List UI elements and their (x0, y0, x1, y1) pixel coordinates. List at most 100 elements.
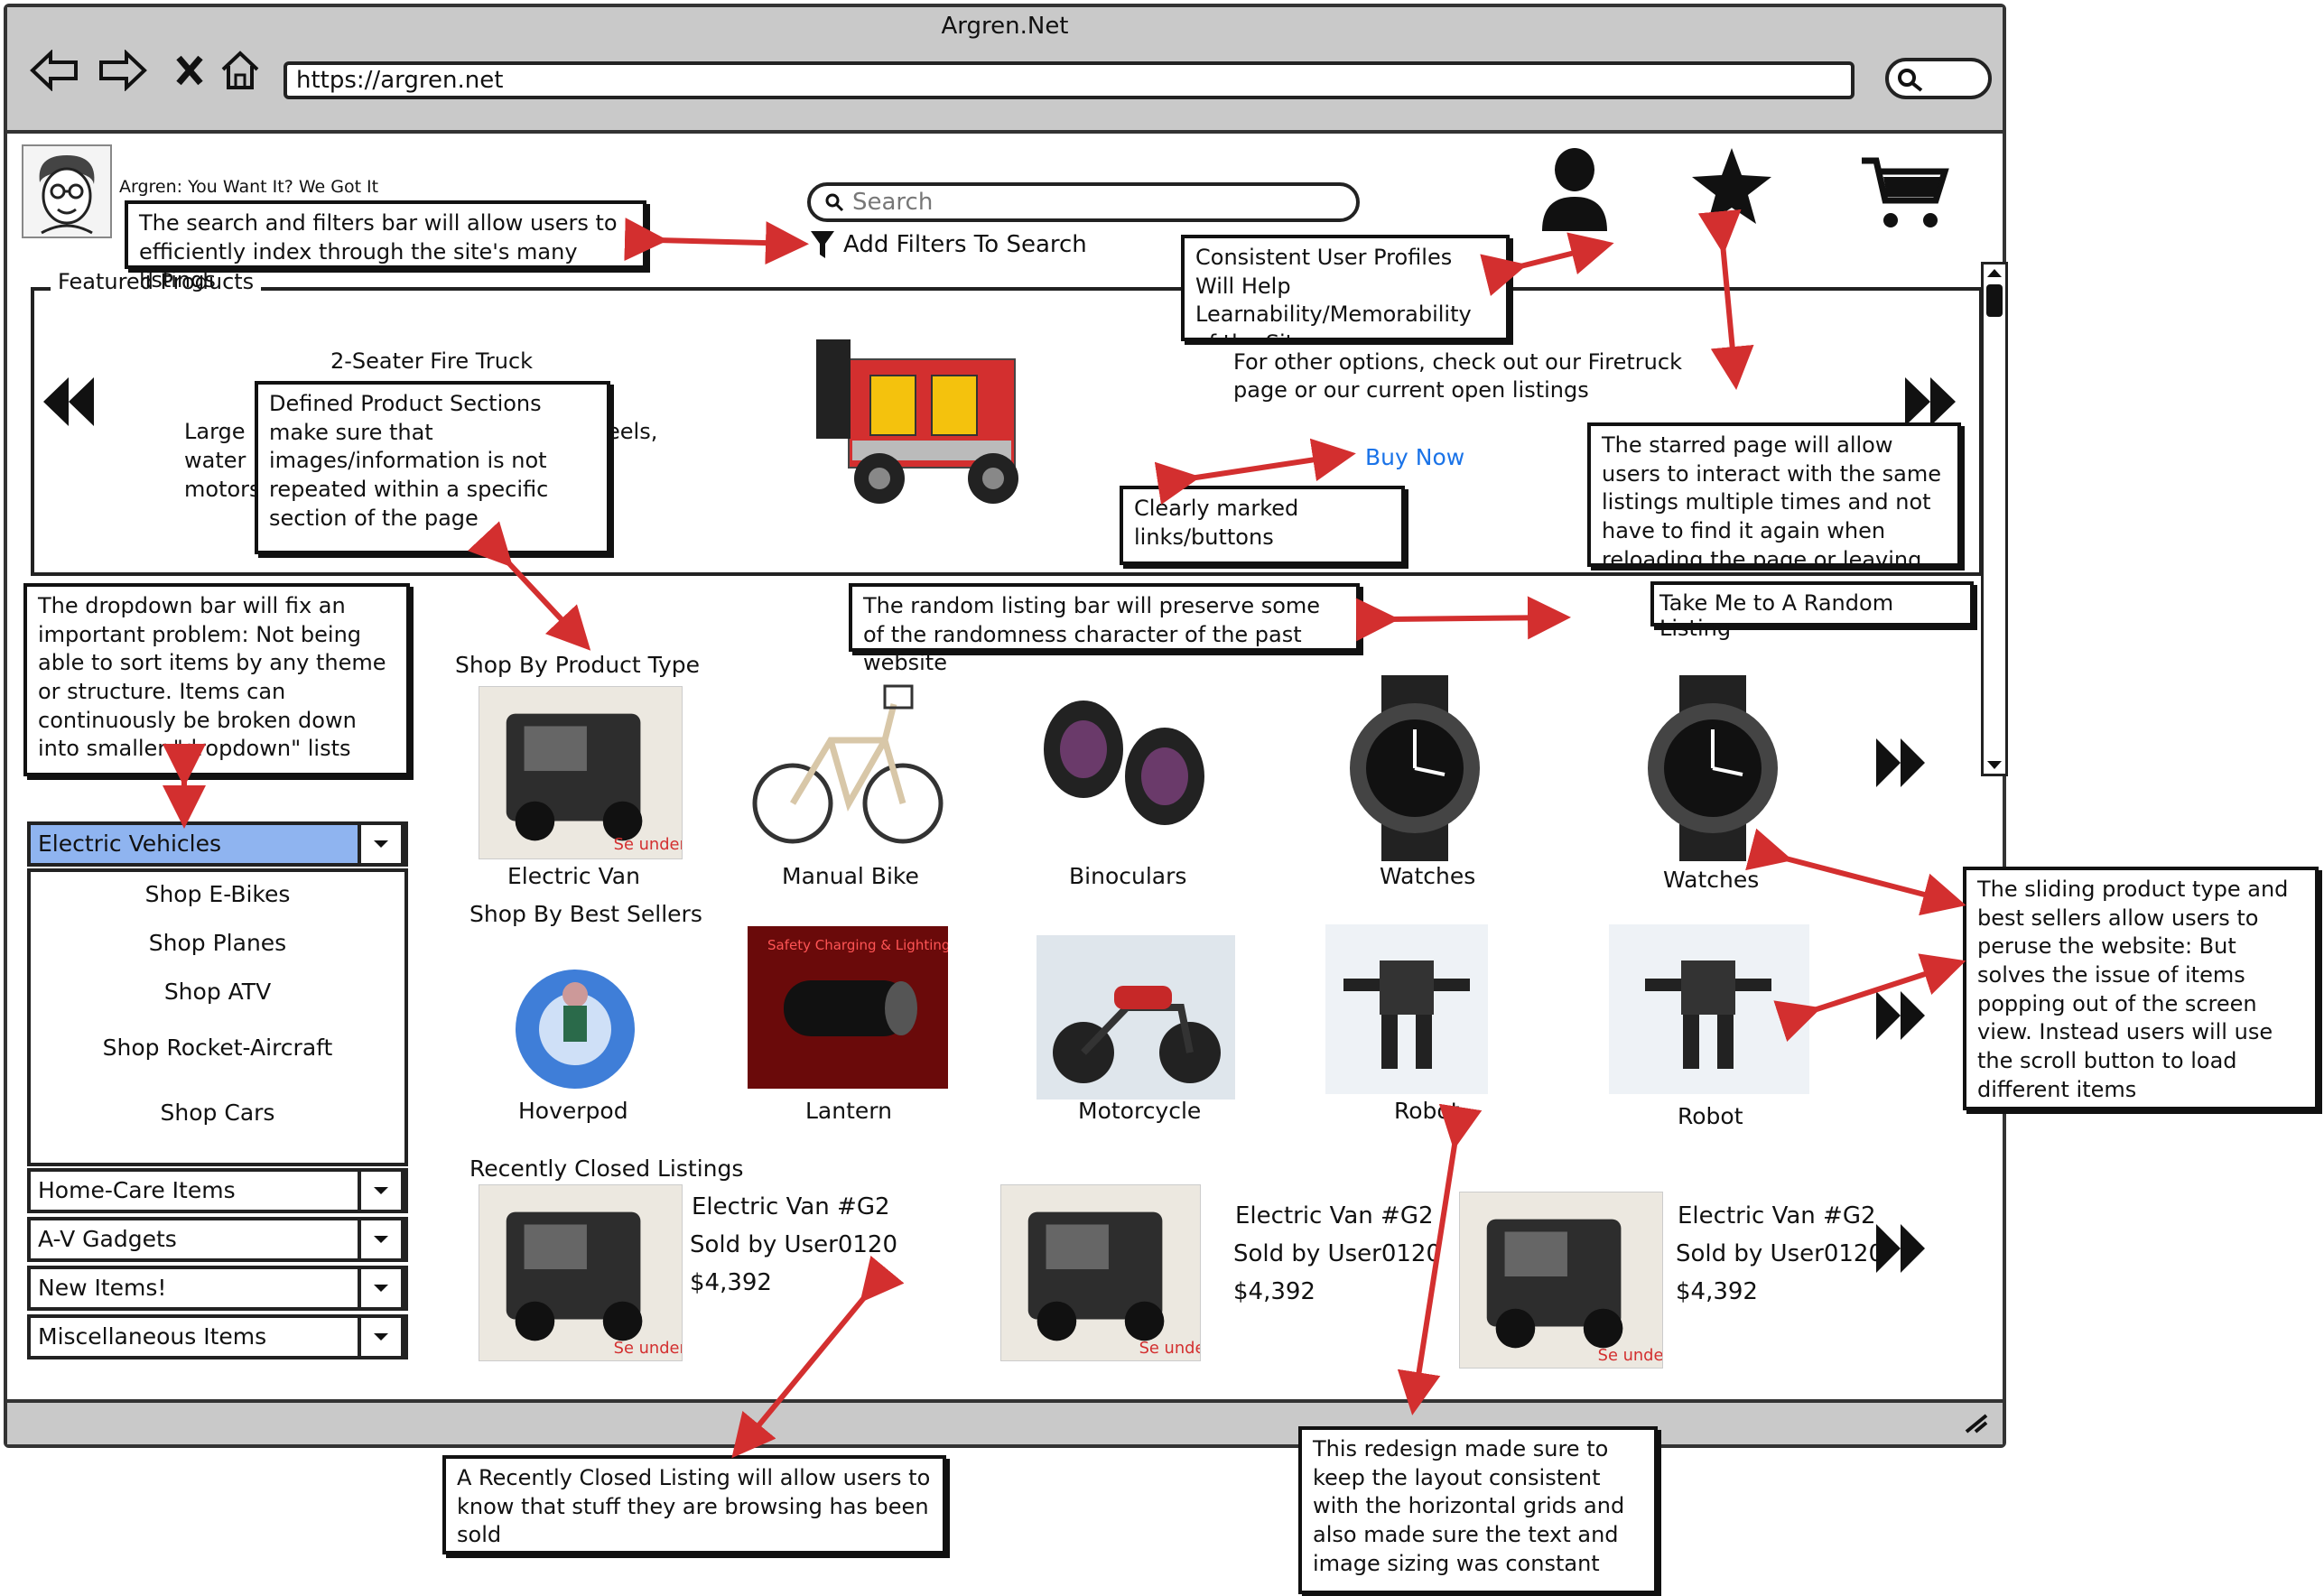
lantern-banner: Safety Charging & Lighting (767, 937, 948, 953)
best-seller-label[interactable]: Hoverpod (518, 1098, 628, 1124)
dropdown-item-rocket-aircraft[interactable]: Shop Rocket-Aircraft (102, 1035, 333, 1061)
annotation-redesign: This redesign made sure to keep the layo… (1298, 1426, 1658, 1594)
closed-listing-price: $4,392 (1676, 1278, 1758, 1305)
robot-image[interactable] (1325, 924, 1488, 1094)
url-bar[interactable]: https://argren.net (284, 61, 1855, 99)
cart-icon[interactable] (1860, 155, 1950, 235)
star-favorites-icon[interactable] (1690, 146, 1773, 231)
dropdown-item-cars[interactable]: Shop Cars (160, 1100, 275, 1126)
featured-next-icon[interactable] (1903, 376, 1957, 431)
product-type-label[interactable]: Watches (1380, 863, 1476, 889)
featured-desc-fragment: motors (184, 477, 261, 502)
search-placeholder: Search (852, 189, 934, 216)
closed-listing-seller: Sold by User0120 (690, 1231, 897, 1258)
chevron-down-icon[interactable] (358, 1168, 404, 1213)
best-seller-label[interactable]: Motorcycle (1078, 1098, 1202, 1124)
scroll-up-icon[interactable] (1985, 266, 2003, 279)
dropdown-misc-items[interactable]: Miscellaneous Items (27, 1314, 408, 1359)
watch-image[interactable] (1616, 675, 1809, 861)
featured-desc-fragment: Large (184, 419, 246, 444)
home-icon[interactable] (213, 43, 267, 97)
scroll-down-icon[interactable] (1985, 759, 2003, 772)
best-sellers-heading: Shop By Best Sellers (469, 901, 702, 927)
hoverpod-image[interactable] (502, 939, 648, 1098)
watch-image[interactable] (1318, 675, 1511, 861)
dropdown-item-planes[interactable]: Shop Planes (148, 930, 287, 956)
product-type-next-icon[interactable] (1874, 737, 1927, 793)
filter-icon (811, 231, 834, 258)
best-seller-label[interactable]: Robot (1678, 1103, 1743, 1129)
closed-listing-name[interactable]: Electric Van #G2 (1235, 1202, 1434, 1229)
featured-section-label: Featured Products (51, 269, 262, 294)
robot-image[interactable] (1609, 924, 1809, 1094)
recently-closed-next-icon[interactable] (1874, 1222, 1927, 1278)
dropdown-item-atv[interactable]: Shop ATV (163, 979, 272, 1005)
random-listing-button[interactable]: Take Me to A Random Listing (1650, 581, 1974, 641)
product-type-heading: Shop By Product Type (455, 652, 701, 678)
closed-listing-seller: Sold by User0120 (1676, 1240, 1883, 1267)
closed-listing-image[interactable]: Se under (1459, 1192, 1663, 1369)
product-type-label[interactable]: Manual Bike (782, 863, 919, 889)
product-type-label[interactable]: Binoculars (1069, 863, 1187, 889)
closed-listing-price: $4,392 (690, 1269, 772, 1296)
van-badge: Se under (614, 835, 682, 854)
annotation-profiles: Consistent User Profiles Will Help Learn… (1181, 235, 1510, 341)
closed-listing-price: $4,392 (1233, 1278, 1315, 1305)
browser-titlebar: Argren.Net https://argren.net (7, 7, 2003, 134)
featured-product-title: 2-Seater Fire Truck (330, 348, 534, 374)
dropdown-label: A-V Gadgets (38, 1226, 177, 1252)
chevron-down-icon[interactable] (358, 1266, 404, 1311)
closed-listing-name[interactable]: Electric Van #G2 (1678, 1202, 1876, 1229)
closed-listing-image[interactable]: Se under (479, 1184, 683, 1361)
chevron-down-icon[interactable] (358, 1314, 404, 1359)
site-search-input[interactable]: Search (807, 182, 1360, 222)
recently-closed-heading: Recently Closed Listings (469, 1155, 744, 1182)
add-filters-link[interactable]: Add Filters To Search (809, 229, 1087, 260)
dropdown-item-e-bikes[interactable]: Shop E-Bikes (144, 881, 291, 907)
closed-listing-seller: Sold by User0120 (1233, 1240, 1441, 1267)
buy-now-link[interactable]: Buy Now (1365, 444, 1465, 470)
binoculars-image[interactable] (1029, 668, 1219, 859)
lantern-image[interactable]: Safety Charging & Lighting (748, 926, 948, 1089)
stop-icon[interactable] (163, 43, 217, 97)
search-icon (825, 193, 844, 212)
annotation-closed: A Recently Closed Listing will allow use… (442, 1455, 946, 1554)
dropdown-av-gadgets[interactable]: A-V Gadgets (27, 1217, 408, 1262)
motorcycle-image[interactable] (1037, 935, 1235, 1100)
fire-truck-image[interactable] (816, 323, 1053, 520)
electric-van-image[interactable]: Se under (479, 686, 683, 859)
filters-label: Add Filters To Search (843, 231, 1087, 258)
chevron-down-icon[interactable] (358, 1217, 404, 1262)
annotation-sliding: The sliding product type and best seller… (1963, 867, 2319, 1110)
scroll-thumb[interactable] (1986, 284, 2003, 317)
chevron-down-icon[interactable] (358, 821, 404, 867)
back-icon[interactable] (27, 43, 81, 97)
vertical-scrollbar[interactable] (1981, 262, 2008, 776)
annotation-buttons: Clearly marked links/buttons (1120, 486, 1405, 565)
product-type-label[interactable]: Watches (1663, 867, 1760, 893)
dropdown-home-care[interactable]: Home-Care Items (27, 1168, 408, 1213)
featured-prev-icon[interactable] (42, 376, 96, 431)
resize-grip-icon[interactable] (1963, 1412, 1990, 1435)
best-sellers-next-icon[interactable] (1874, 989, 1927, 1045)
forward-icon[interactable] (96, 43, 150, 97)
closed-listing-name[interactable]: Electric Van #G2 (692, 1193, 890, 1220)
browser-statusbar (7, 1399, 2003, 1444)
user-profile-icon[interactable] (1540, 146, 1609, 237)
site-logo[interactable] (22, 144, 112, 238)
annotation-starred: The starred page will allow users to int… (1587, 422, 1961, 567)
annotation-sections: Defined Product Sections make sure that … (255, 381, 610, 554)
best-seller-label[interactable]: Lantern (805, 1098, 892, 1124)
van-badge: Se under (614, 1339, 682, 1358)
dropdown-label: Miscellaneous Items (38, 1323, 267, 1350)
closed-listing-image[interactable]: Se under (1000, 1184, 1201, 1361)
dropdown-label: Electric Vehicles (38, 830, 222, 857)
best-seller-label[interactable]: Robot (1394, 1098, 1460, 1124)
annotation-search: The search and filters bar will allow us… (125, 200, 646, 292)
product-type-label[interactable]: Electric Van (507, 863, 640, 889)
manual-bike-image[interactable] (749, 668, 946, 859)
dropdown-new-items[interactable]: New Items! (27, 1266, 408, 1311)
dropdown-electric-vehicles[interactable]: Electric Vehicles (27, 821, 408, 867)
browser-search-box[interactable] (1885, 58, 1992, 99)
dropdown-list: Shop E-Bikes Shop Planes Shop ATV Shop R… (27, 868, 408, 1166)
